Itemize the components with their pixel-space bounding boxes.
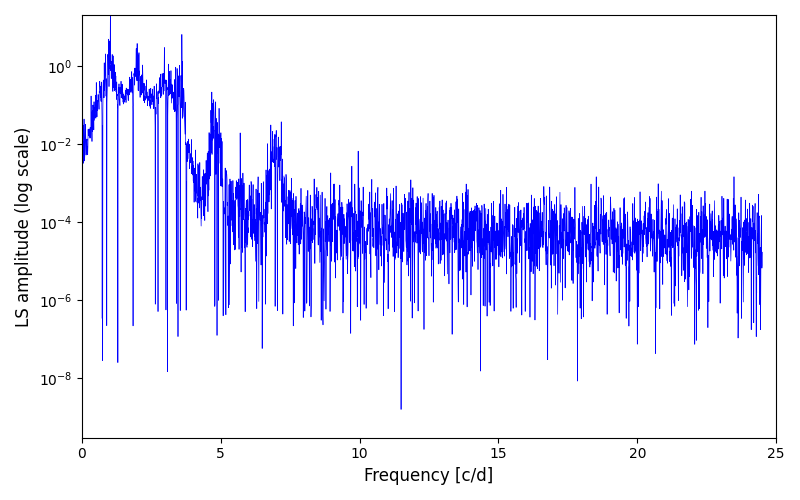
Y-axis label: LS amplitude (log scale): LS amplitude (log scale) [15, 126, 33, 326]
X-axis label: Frequency [c/d]: Frequency [c/d] [364, 467, 494, 485]
